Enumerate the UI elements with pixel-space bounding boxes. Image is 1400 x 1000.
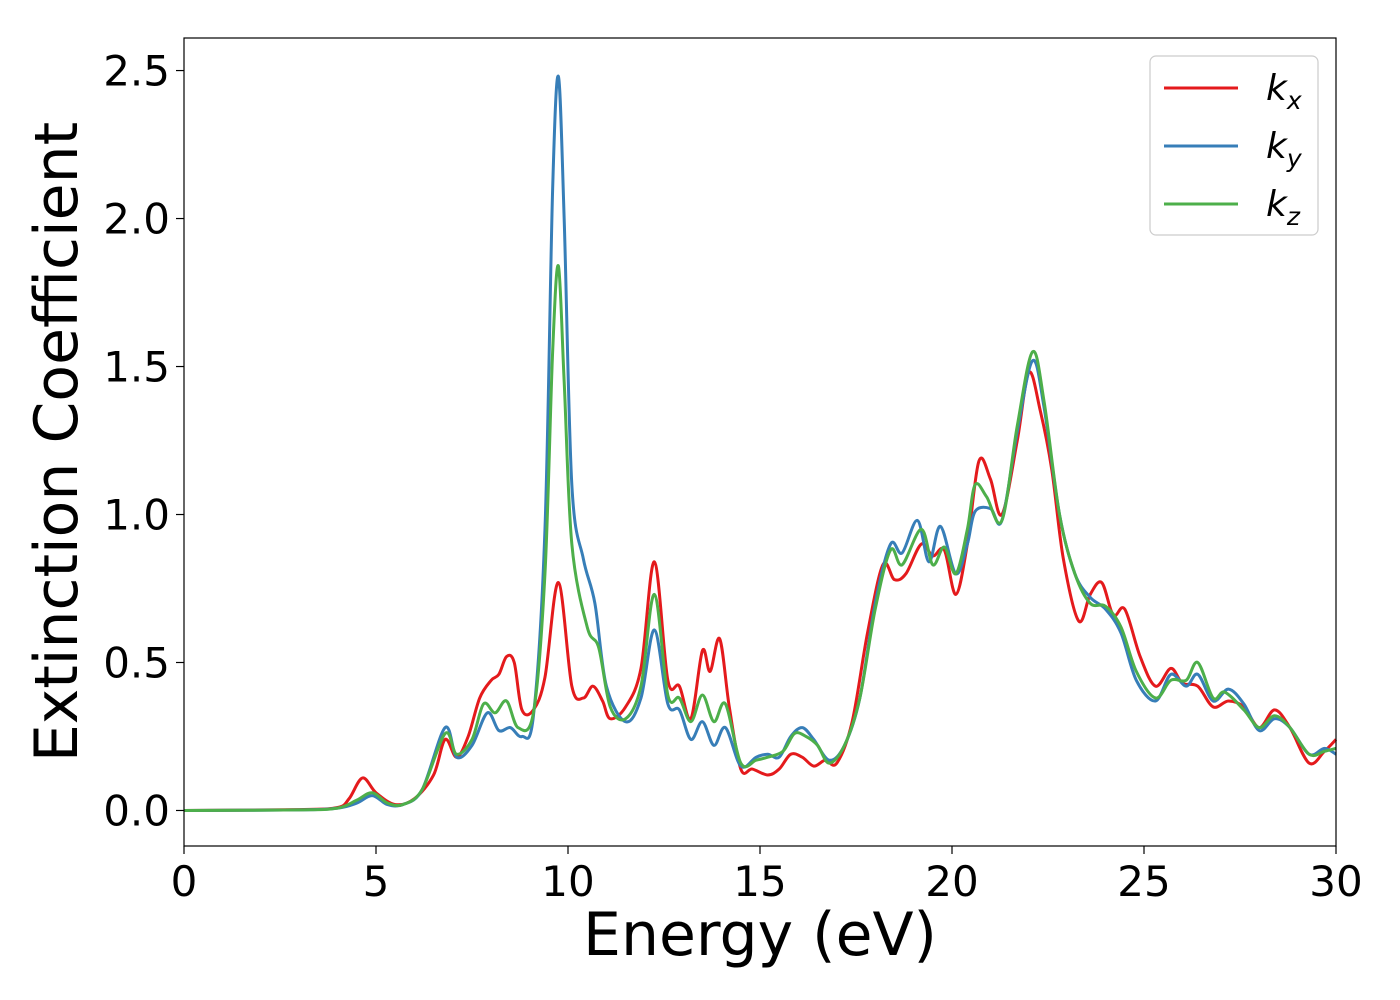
series-line-kx: [183, 370, 1338, 812]
y-tick-label: 1.5: [103, 343, 170, 392]
legend-label-kz: kz: [1266, 184, 1301, 231]
legend-label-kx: kx: [1266, 68, 1302, 115]
x-tick-label: 30: [1309, 857, 1362, 906]
legend-label-main: k: [1266, 184, 1289, 225]
series-layer: [183, 74, 1338, 812]
legend-label-main: k: [1266, 68, 1289, 109]
x-axis: 0 5 10 15 20 25 30: [171, 846, 1363, 906]
series-line-ky: [183, 74, 1337, 812]
x-tick-label: 20: [925, 857, 978, 906]
y-tick-label: 2.0: [103, 195, 170, 244]
x-tick-label: 15: [733, 857, 786, 906]
x-tick-label: 0: [171, 857, 198, 906]
legend-label-main: k: [1266, 126, 1289, 167]
y-axis-title: Extinction Coefficient: [22, 122, 92, 762]
x-tick-label: 25: [1117, 857, 1170, 906]
y-axis: 0.0 0.5 1.0 1.5 2.0 2.5: [103, 47, 184, 835]
legend-label-subscript: y: [1286, 144, 1303, 173]
legend-label-ky: ky: [1266, 126, 1303, 173]
y-tick-label: 0.0: [103, 786, 170, 835]
legend-label-subscript: z: [1286, 202, 1301, 231]
series-line-kz: [183, 264, 1337, 812]
y-tick-label: 2.5: [103, 47, 170, 96]
legend-label-subscript: x: [1286, 86, 1302, 115]
x-tick-label: 5: [363, 857, 390, 906]
x-axis-title: Energy (eV): [583, 900, 937, 970]
x-tick-label: 10: [541, 857, 594, 906]
y-tick-label: 1.0: [103, 491, 170, 540]
y-tick-label: 0.5: [103, 638, 170, 687]
